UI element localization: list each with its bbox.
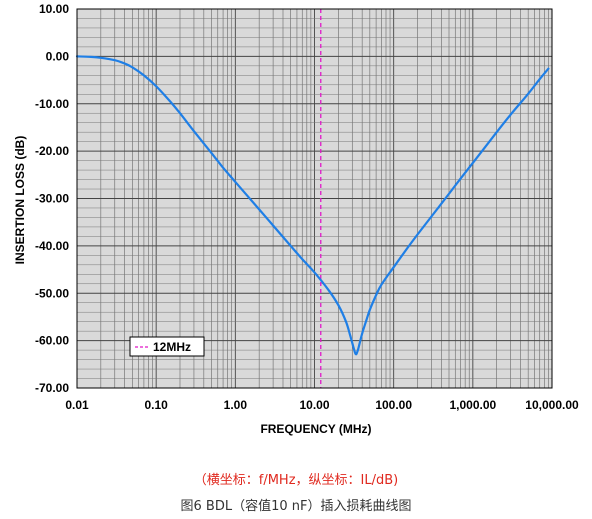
x-tick-labels: 0.01 0.10 1.00 10.00 100.00 1,000.00 10,000.00 — [65, 398, 579, 412]
legend-label: 12MHz — [153, 340, 191, 354]
y-tick-label: -60.00 — [35, 334, 69, 348]
x-tick-label: 1,000.00 — [449, 398, 496, 412]
series-line-insertion-loss — [75, 55, 550, 356]
y-tick-label: -20.00 — [35, 144, 69, 158]
legend: 12MHz — [129, 336, 205, 357]
x-tick-label: 0.01 — [65, 398, 89, 412]
x-axis-title: FREQUENCY (MHz) — [260, 422, 371, 436]
x-tick-label: 100.00 — [375, 398, 412, 412]
y-tick-label: 10.00 — [39, 2, 69, 16]
x-tick-label: 1.00 — [224, 398, 248, 412]
y-tick-label: 0.00 — [46, 49, 70, 63]
x-tick-label: 0.10 — [144, 398, 168, 412]
figure-title-caption: 图6 BDL（容值10 nF）插入损耗曲线图 — [181, 498, 412, 514]
y-tick-label: -10.00 — [35, 97, 69, 111]
y-tick-labels: 10.00 0.00 -10.00 -20.00 -30.00 -40.00 -50.00 -… — [35, 2, 69, 395]
y-tick-label: -30.00 — [35, 192, 69, 206]
plot-frame — [76, 8, 553, 389]
x-tick-label: 10.00 — [299, 398, 329, 412]
y-tick-label: -40.00 — [35, 239, 69, 253]
x-tick-label: 10,000.00 — [525, 398, 579, 412]
y-axis-title: INSERTION LOSS (dB) — [13, 136, 27, 265]
grid — [76, 8, 552, 389]
y-tick-label: -70.00 — [35, 381, 69, 395]
y-tick-label: -50.00 — [35, 286, 69, 300]
legend-box — [129, 336, 205, 357]
axis-note-caption: （横坐标：f/MHz，纵坐标：IL/dB) — [194, 473, 398, 488]
